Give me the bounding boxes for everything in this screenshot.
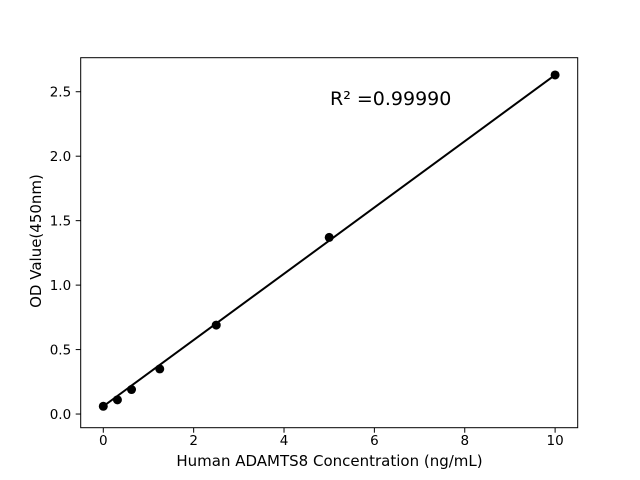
data-point xyxy=(211,320,221,330)
r-squared-annotation: R² =0.99990 xyxy=(330,88,452,110)
x-tick-label: 2 xyxy=(189,433,198,449)
plot-frame xyxy=(80,57,579,429)
y-tick-label: 2.5 xyxy=(50,85,71,101)
y-tick-label: 0.5 xyxy=(50,342,71,358)
data-point xyxy=(324,232,334,242)
y-axis-label: OD Value(450nm) xyxy=(27,174,45,308)
y-tick-label: 2.0 xyxy=(50,149,71,165)
data-point xyxy=(550,70,560,80)
data-point xyxy=(112,395,122,405)
data-point xyxy=(98,401,108,411)
data-point xyxy=(155,364,165,374)
x-tick-label: 0 xyxy=(99,433,108,449)
x-tick-label: 8 xyxy=(460,433,469,449)
y-tick-label: 0.0 xyxy=(50,407,71,423)
x-tick-label: 10 xyxy=(547,433,564,449)
x-tick-label: 4 xyxy=(280,433,289,449)
x-tick-label: 6 xyxy=(370,433,379,449)
y-tick-label: 1.5 xyxy=(50,213,71,229)
y-tick-label: 1.0 xyxy=(50,278,71,294)
data-point xyxy=(127,385,137,395)
x-axis-label: Human ADAMTS8 Concentration (ng/mL) xyxy=(176,452,483,470)
